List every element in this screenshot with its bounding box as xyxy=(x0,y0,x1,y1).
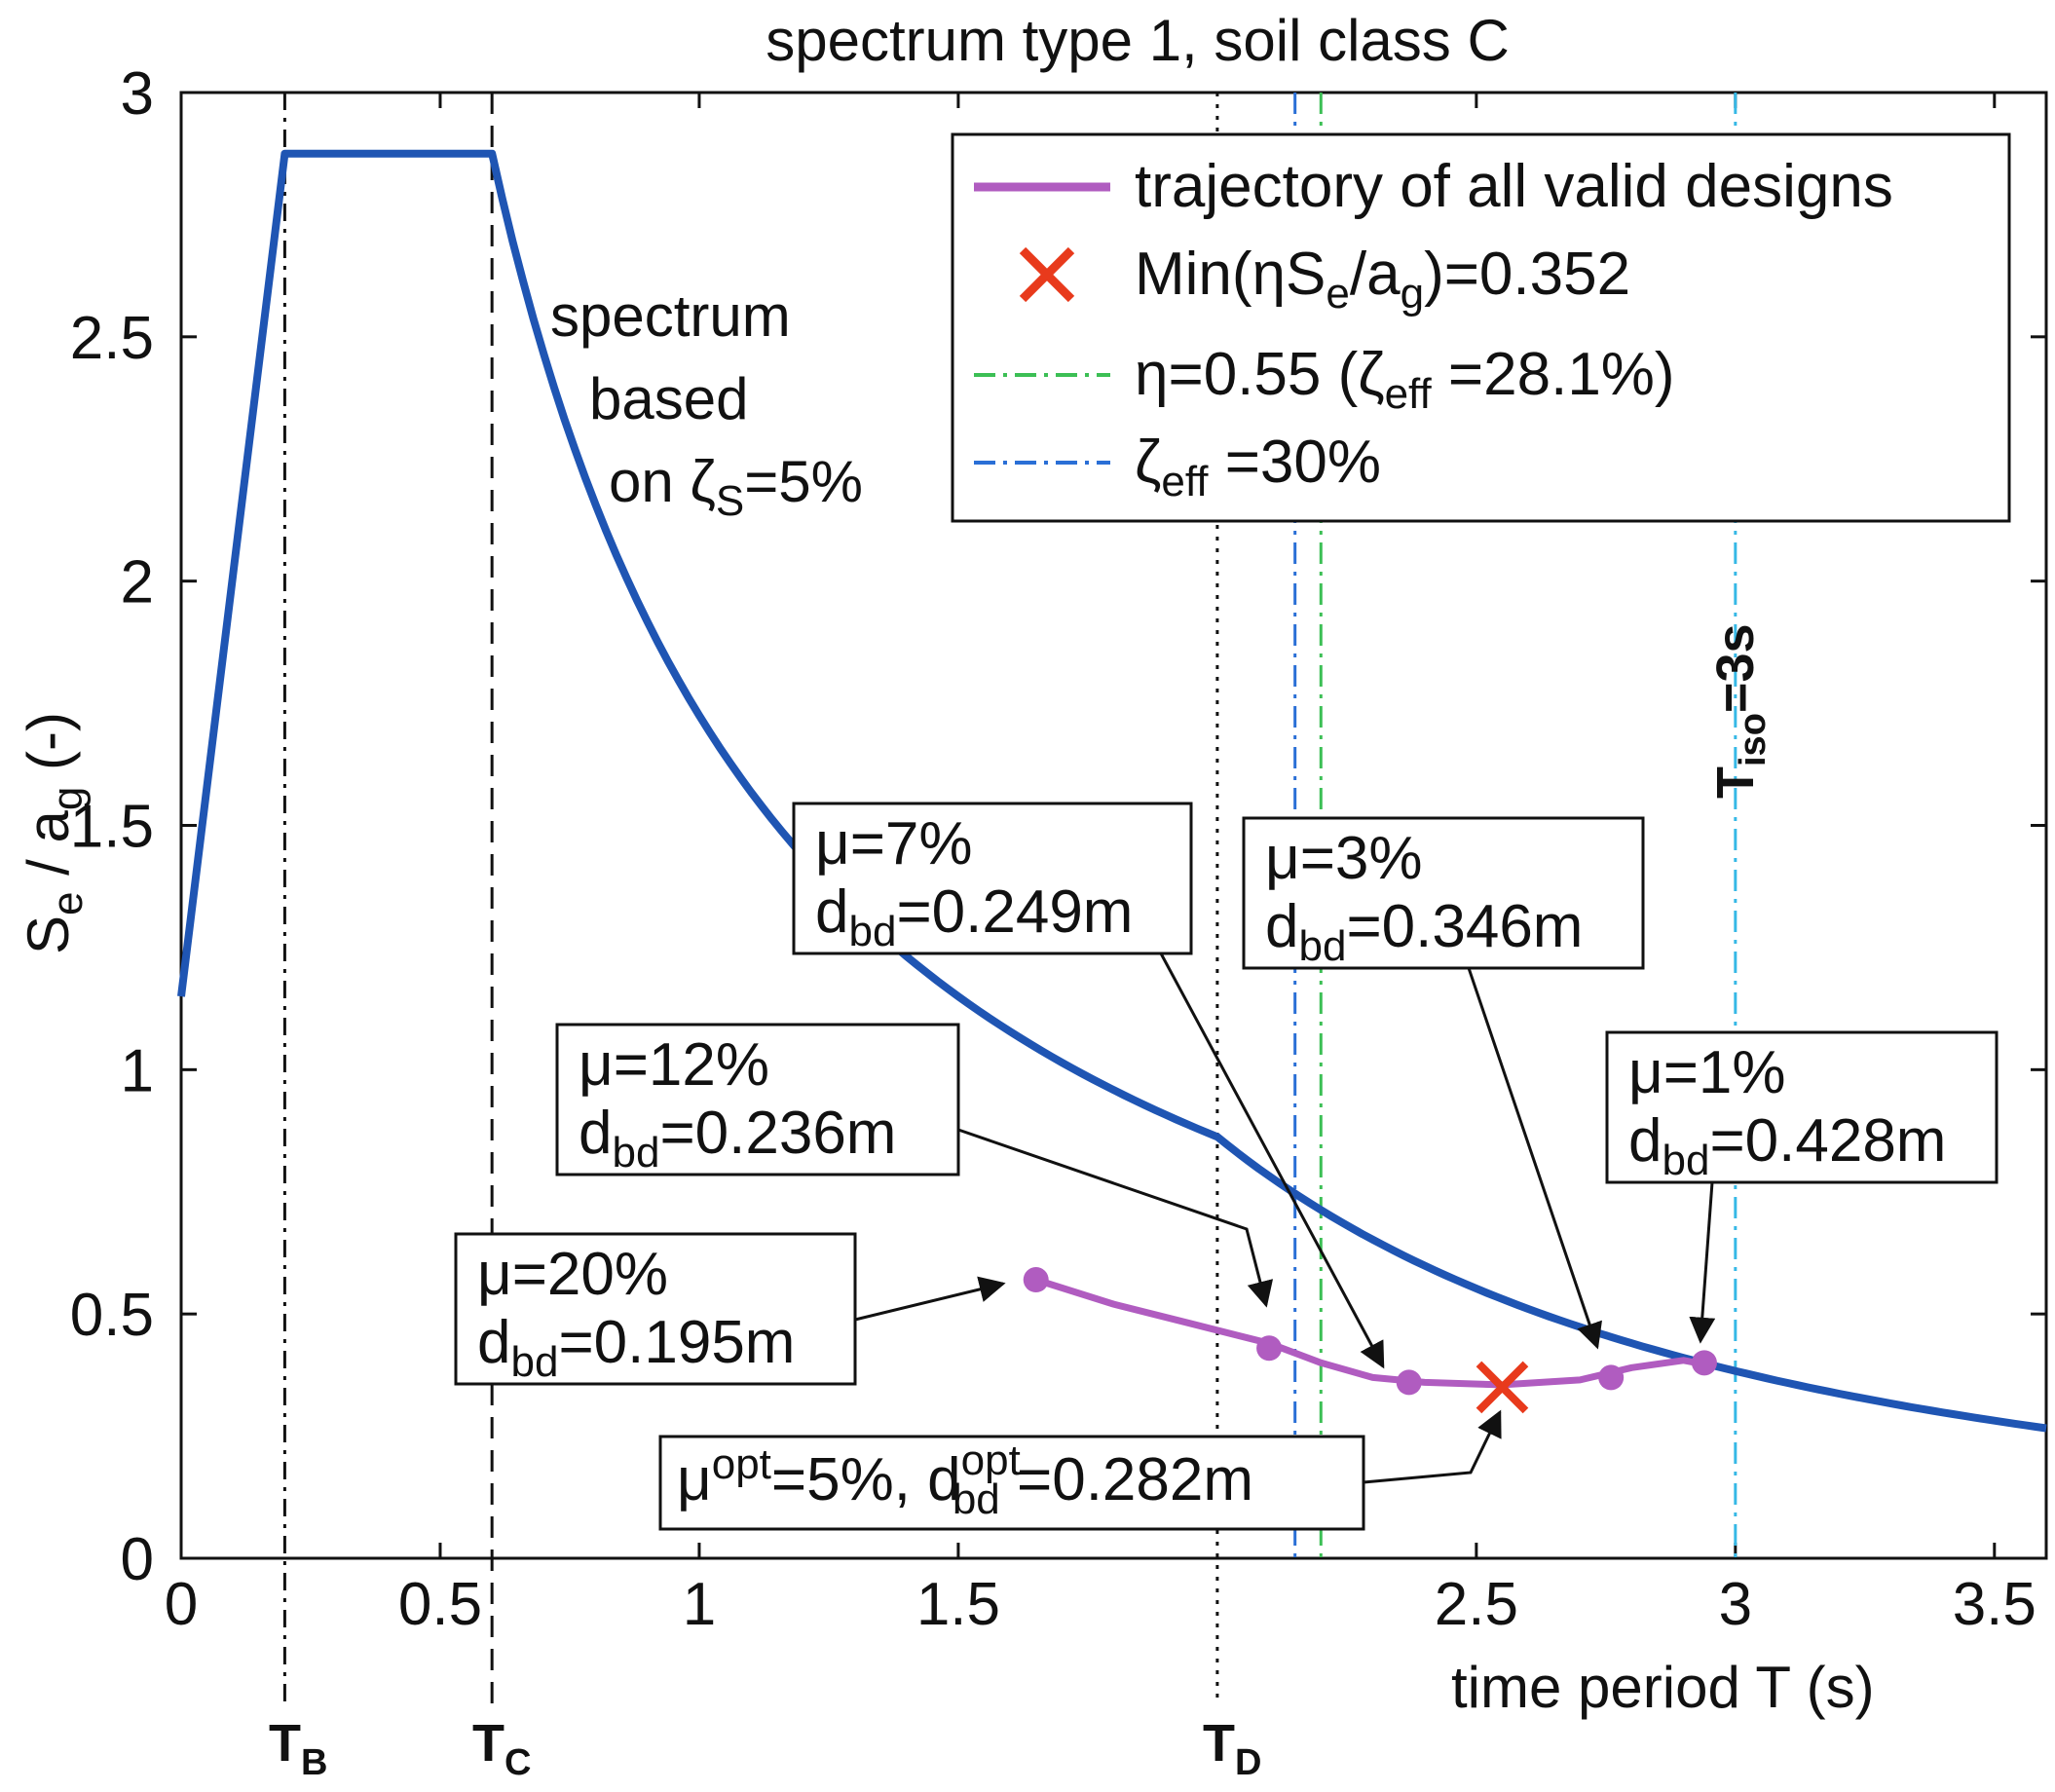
callout-box xyxy=(1242,816,1645,970)
svg-text:on ζS=5%: on ζS=5% xyxy=(609,449,863,525)
x-axis-label: time period T (s) xyxy=(1451,1655,1875,1720)
chart-title: spectrum type 1, soil class C xyxy=(766,8,1510,73)
callout-mu: μ=20% xyxy=(477,1241,668,1308)
legend-text-optimum: Min(ηSe/ag)=0.352 xyxy=(1135,241,1630,317)
callout-box xyxy=(454,1232,857,1386)
x-tick-label: 3.5 xyxy=(1953,1571,2036,1638)
svg-text:spectrum: spectrum xyxy=(550,283,791,349)
callout-arrow xyxy=(1363,1409,1502,1484)
callout-mu-3: μ=3%dbd=0.346m xyxy=(1242,816,1645,1350)
x-tick-label: 2.5 xyxy=(1435,1571,1518,1638)
spectrum-curve xyxy=(177,149,2047,1433)
y-tick-label: 2.5 xyxy=(70,305,154,372)
x-tick-label: 3 xyxy=(1719,1571,1752,1638)
callout-box xyxy=(1605,1030,1999,1184)
y-tick-label: 1 xyxy=(121,1037,154,1104)
callout-d: dbd=0.346m xyxy=(1265,893,1583,970)
x-tick-label: 0.5 xyxy=(398,1571,482,1638)
spectrum-annotation: spectrum based on ζS=5% xyxy=(550,283,863,525)
callout-mu: μ=1% xyxy=(1628,1039,1786,1106)
legend-swatch-optimum xyxy=(1019,246,1075,303)
callout-mu: μ=12% xyxy=(579,1031,769,1099)
y-axis-label: Se / ag (-) xyxy=(16,712,92,954)
t-iso-label: Tiso=3s xyxy=(1706,623,1774,799)
optimum-marker xyxy=(1476,1361,1529,1414)
trajectory-point xyxy=(1598,1364,1625,1391)
y-tick-label: 0.5 xyxy=(70,1282,154,1349)
y-tick-label: 0 xyxy=(121,1526,154,1593)
tb-label: TB xyxy=(269,1714,327,1783)
y-tick-label: 3 xyxy=(121,60,154,128)
x-tick-label: 1.5 xyxy=(916,1571,1000,1638)
callout-arrow xyxy=(854,1276,1006,1322)
callout-box xyxy=(658,1435,1365,1531)
trajectory-point xyxy=(1023,1267,1049,1293)
tc-label: TC xyxy=(472,1714,531,1783)
callout-mu-20: μ=20%dbd=0.195m xyxy=(454,1232,1006,1386)
callout-optimum: μopt=5%, dopt bd =0.282m xyxy=(658,1409,1502,1531)
callout-arrow xyxy=(1689,1181,1716,1344)
legend: trajectory of all valid designs Min(ηSe/… xyxy=(951,132,2011,523)
callout-box xyxy=(555,1023,960,1176)
td-label: TD xyxy=(1203,1714,1261,1783)
trajectory-point xyxy=(1256,1335,1283,1362)
trajectory-point xyxy=(1691,1350,1717,1376)
callout-d: dbd=0.195m xyxy=(477,1309,795,1386)
x-tick-label: 1 xyxy=(683,1571,716,1638)
callout-mu-12: μ=12%dbd=0.236m xyxy=(555,1023,1274,1308)
svg-text:based: based xyxy=(589,366,748,431)
legend-text-eta: η=0.55 (ζeff =28.1%) xyxy=(1135,341,1675,418)
trajectory-point xyxy=(1396,1369,1422,1396)
callout-d: dbd=0.428m xyxy=(1628,1107,1946,1184)
legend-text-zeta: ζeff =30% xyxy=(1135,429,1381,505)
x-tick-label: 0 xyxy=(165,1571,198,1638)
callout-mu: μ=7% xyxy=(815,810,973,877)
callout-d: dbd=0.249m xyxy=(815,878,1133,955)
callout-arrow xyxy=(1159,952,1385,1369)
callout-arrow xyxy=(1467,967,1602,1350)
callout-mu-1: μ=1%dbd=0.428m xyxy=(1605,1030,1999,1344)
y-tick-label: 1.5 xyxy=(70,794,154,861)
callout-mu: μ=3% xyxy=(1265,825,1423,892)
y-tick-label: 2 xyxy=(121,549,154,616)
callout-d: dbd=0.236m xyxy=(579,1100,896,1176)
callout-optimum-text: μopt=5%, dopt bd =0.282m xyxy=(677,1437,1253,1523)
legend-box xyxy=(951,132,2011,523)
callout-mu-7: μ=7%dbd=0.249m xyxy=(792,802,1385,1369)
callout-arrow xyxy=(957,1128,1274,1308)
callout-box xyxy=(792,802,1193,955)
legend-text-trajectory: trajectory of all valid designs xyxy=(1135,153,1893,220)
